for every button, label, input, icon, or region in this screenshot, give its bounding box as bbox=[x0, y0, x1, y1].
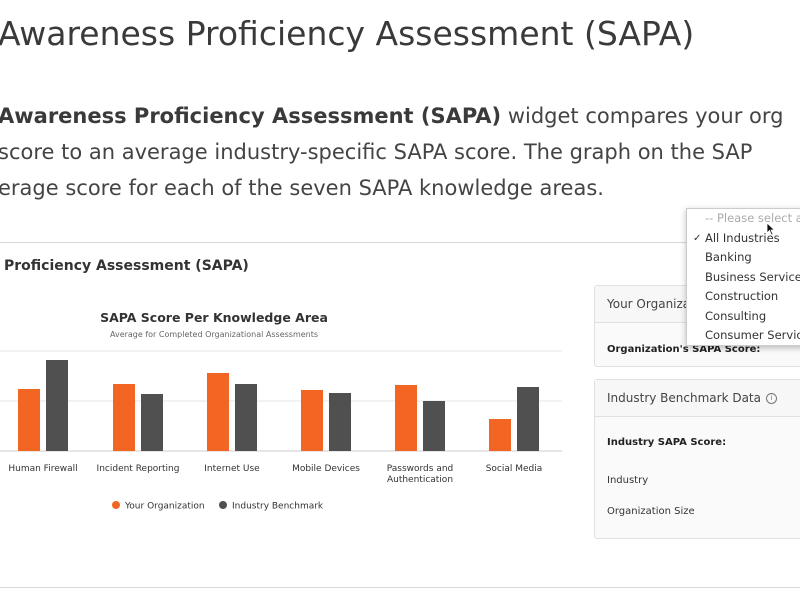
industry-score-label: Industry SAPA Score: bbox=[607, 437, 727, 448]
benchmark-score-bar bbox=[141, 394, 163, 451]
org-score-bar bbox=[113, 384, 135, 451]
category-label: Incident Reporting bbox=[97, 464, 180, 474]
page-heading: Awareness Proficiency Assessment (SAPA) bbox=[0, 14, 695, 53]
org-size-field-label: Organization Size bbox=[607, 506, 695, 517]
intro-line-3: erage score for each of the seven SAPA k… bbox=[0, 176, 604, 200]
category-label: Internet Use bbox=[204, 464, 260, 474]
widget-title: Proficiency Assessment (SAPA) bbox=[4, 258, 249, 274]
benchmark-score-bar bbox=[235, 384, 257, 451]
benchmark-panel-title: Industry Benchmark Data bbox=[607, 391, 761, 405]
dropdown-option[interactable]: Consulting bbox=[705, 308, 767, 323]
benchmark-score-bar bbox=[46, 360, 68, 451]
dropdown-option[interactable]: Consumer Service bbox=[705, 328, 800, 342]
legend-label: Your Organization bbox=[124, 502, 205, 512]
dropdown-option[interactable]: Business Services bbox=[705, 269, 800, 284]
industry-dropdown[interactable]: -- Please select a ✓ All Industries Banki… bbox=[686, 208, 800, 346]
org-score-bar bbox=[207, 373, 229, 451]
benchmark-panel-header: Industry Benchmark Data i bbox=[595, 380, 800, 417]
dropdown-option-label: All Industries bbox=[705, 230, 780, 245]
info-icon[interactable]: i bbox=[766, 393, 777, 404]
mouse-cursor-icon bbox=[766, 222, 776, 236]
dropdown-option[interactable]: Construction bbox=[705, 289, 779, 303]
intro-bold-text: Awareness Proficiency Assessment (SAPA) bbox=[0, 104, 502, 128]
category-label: Mobile Devices bbox=[292, 464, 360, 474]
legend-label: Industry Benchmark bbox=[232, 502, 324, 512]
chart-title: SAPA Score Per Knowledge Area bbox=[100, 310, 328, 325]
org-score-bar bbox=[301, 390, 323, 451]
org-score-bar bbox=[395, 385, 417, 451]
dropdown-option[interactable]: ✓ All Industries bbox=[687, 229, 800, 249]
dropdown-option[interactable]: Banking bbox=[705, 250, 752, 264]
legend-marker bbox=[219, 501, 227, 509]
intro-paragraph: Awareness Proficiency Assessment (SAPA) … bbox=[0, 98, 783, 206]
benchmark-panel: Industry Benchmark Data i Industry SAPA S… bbox=[594, 379, 800, 539]
org-score-label: Organization's SAPA Score: bbox=[607, 344, 761, 355]
industry-field-label: Industry bbox=[607, 475, 649, 486]
widget-screenshot: Proficiency Assessment (SAPA) H SAPA Sco… bbox=[0, 242, 800, 588]
intro-line-1: widget compares your org bbox=[501, 104, 784, 128]
benchmark-score-bar bbox=[329, 393, 351, 451]
benchmark-score-bar bbox=[517, 387, 539, 451]
intro-line-2: score to an average industry-specific SA… bbox=[0, 140, 753, 164]
category-label: Human Firewall bbox=[8, 464, 77, 474]
checkmark-icon: ✓ bbox=[693, 232, 702, 244]
dropdown-placeholder[interactable]: -- Please select a bbox=[705, 211, 800, 225]
category-label: Passwords and bbox=[387, 464, 454, 474]
legend-marker bbox=[112, 501, 120, 509]
org-score-bar bbox=[489, 419, 511, 451]
benchmark-score-bar bbox=[423, 401, 445, 451]
sapa-bar-chart: SAPA Score Per Knowledge Area Average for… bbox=[0, 310, 562, 512]
org-score-bar bbox=[18, 389, 40, 451]
category-label: Authentication bbox=[387, 475, 453, 485]
chart-subtitle: Average for Completed Organizational Ass… bbox=[110, 330, 318, 339]
category-label: Social Media bbox=[486, 464, 543, 474]
